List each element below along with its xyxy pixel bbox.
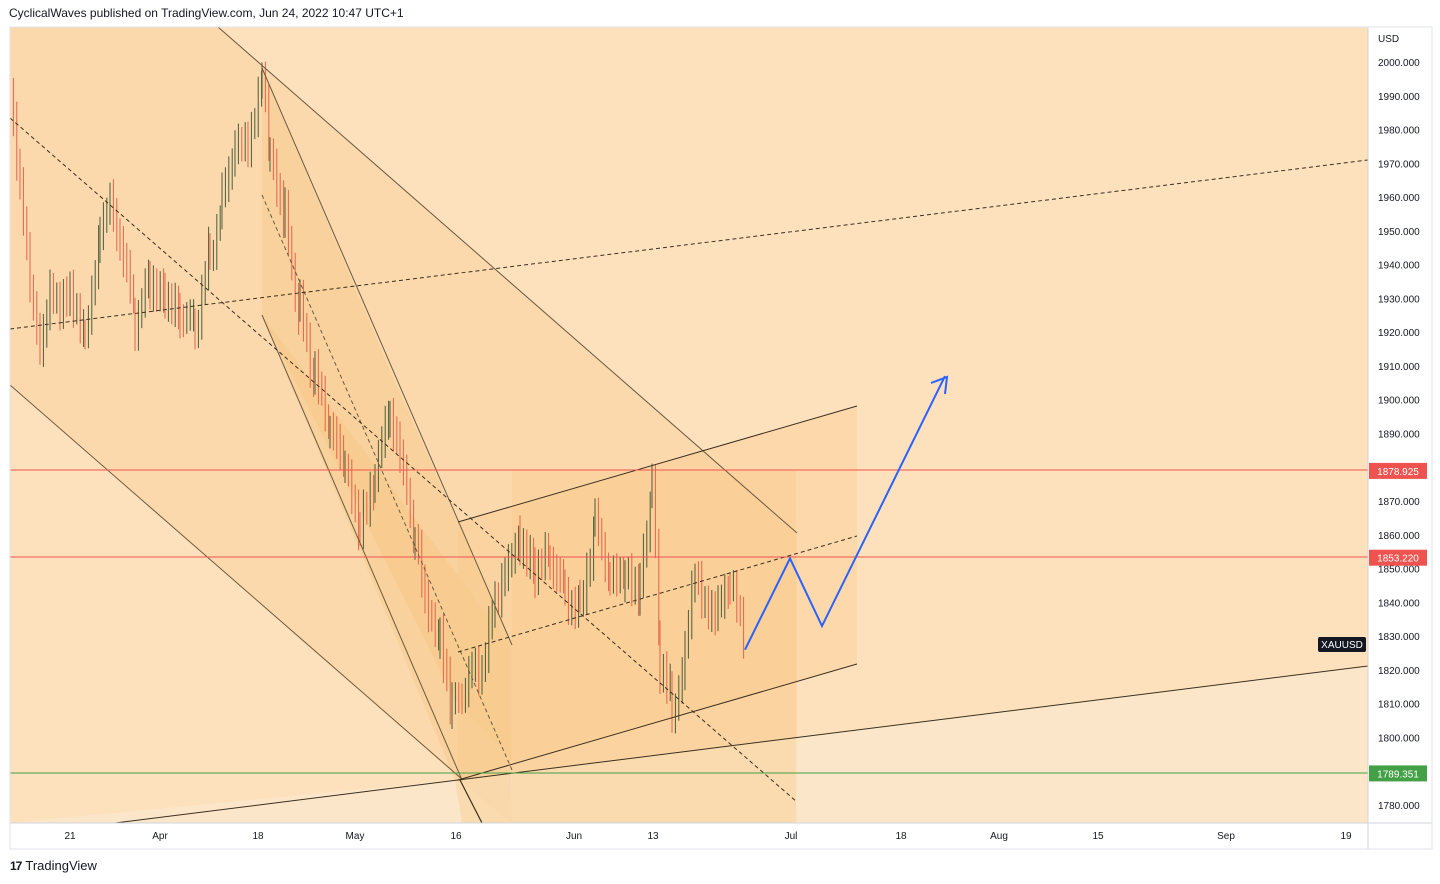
symbol-badge-bg: [1318, 637, 1366, 652]
price-tick-18: 1820.000: [1378, 666, 1420, 677]
upper-descending-trendline: [217, 27, 798, 534]
date-axis: 21 Apr 18 May 16 Jun 13 Jul 18 Aug 15 Sep 19: [64, 831, 1352, 842]
date-tick-9: Aug: [990, 831, 1008, 842]
rising-channel-fill: [458, 406, 857, 780]
level-label-0: 1878.925: [1377, 467, 1419, 478]
level-label-bg-0: [1369, 462, 1427, 479]
price-tick-2: 1980.000: [1378, 126, 1420, 137]
price-tick-4: 1960.000: [1378, 193, 1420, 204]
rising-channel-upper: [457, 405, 858, 523]
chart-frame: [9, 26, 1433, 850]
price-tick-8: 1920.000: [1378, 328, 1420, 339]
publisher-line: CyclicalWaves published on TradingView.c…: [9, 6, 404, 20]
price-tick-6: 1940.000: [1378, 261, 1420, 272]
rising-channel-lower: [457, 663, 858, 781]
price-tick-17: 1830.000: [1378, 632, 1420, 643]
lower-descending-trendline: [10, 384, 464, 781]
lower-area-fill: [10, 666, 1368, 823]
price-tick-3: 1970.000: [1378, 159, 1420, 170]
date-tick-10: 15: [1092, 831, 1104, 842]
date-tick-6: 13: [647, 831, 659, 842]
date-tick-3: May: [346, 831, 365, 842]
date-tick-8: 18: [895, 831, 907, 842]
date-tick-12: 19: [1340, 831, 1352, 842]
price-tick-0: 2000.000: [1378, 58, 1420, 69]
price-tick-19: 1810.000: [1378, 700, 1420, 711]
brand-name: TradingView: [25, 858, 97, 873]
projection-path: [744, 375, 946, 651]
price-tick-13: 1870.000: [1378, 497, 1420, 508]
steep-channel-drop: [459, 779, 483, 823]
price-tick-22: 1780.000: [1378, 801, 1420, 812]
long-support-trendline: [114, 665, 1368, 823]
steep-channel-lower: [261, 314, 463, 781]
footer-brand: 17 TradingView: [10, 858, 97, 873]
price-tick-5: 1950.000: [1378, 227, 1420, 238]
date-tick-2: 18: [252, 831, 264, 842]
level-label-1: 1853.220: [1377, 554, 1419, 565]
price-tick-16: 1840.000: [1378, 598, 1420, 609]
price-tick-14: 1860.000: [1378, 531, 1420, 542]
rising-channel-mid: [457, 535, 858, 653]
price-tick-1: 1990.000: [1378, 92, 1420, 103]
large-channel-fill: [10, 27, 797, 823]
date-tick-4: 16: [450, 831, 462, 842]
date-tick-1: Apr: [152, 831, 168, 842]
steep-channel-fill-b: [262, 68, 512, 760]
candles: [10, 61, 745, 734]
date-tick-5: Jun: [566, 831, 582, 842]
currency-label: USD: [1378, 34, 1399, 45]
tradingview-logo-icon: 17: [10, 858, 22, 873]
price-tick-10: 1900.000: [1378, 396, 1420, 407]
price-axis: 2000.000 1990.000 1980.000 1970.000 1960.000…: [1378, 58, 1420, 812]
vertical-zone: [512, 470, 796, 823]
level-label-2: 1789.351: [1377, 769, 1419, 780]
price-tick-15: 1850.000: [1378, 565, 1420, 576]
price-tick-11: 1890.000: [1378, 430, 1420, 441]
date-tick-11: Sep: [1217, 831, 1235, 842]
projection-arrowhead: [930, 375, 949, 395]
date-tick-7: Jul: [785, 831, 798, 842]
level-label-bg-1: [1369, 549, 1427, 566]
price-tick-7: 1930.000: [1378, 294, 1420, 305]
descending-midline: [10, 117, 798, 803]
steep-channel-upper: [261, 67, 513, 646]
symbol-badge: XAUUSD: [1321, 640, 1363, 651]
price-tick-9: 1910.000: [1378, 362, 1420, 373]
level-labels: 1878.925 1853.220 1789.351: [1369, 462, 1427, 782]
date-tick-0: 21: [64, 831, 76, 842]
steep-channel-fill: [262, 68, 512, 823]
level-label-bg-2: [1369, 765, 1427, 782]
price-tick-20: 1800.000: [1378, 733, 1420, 744]
